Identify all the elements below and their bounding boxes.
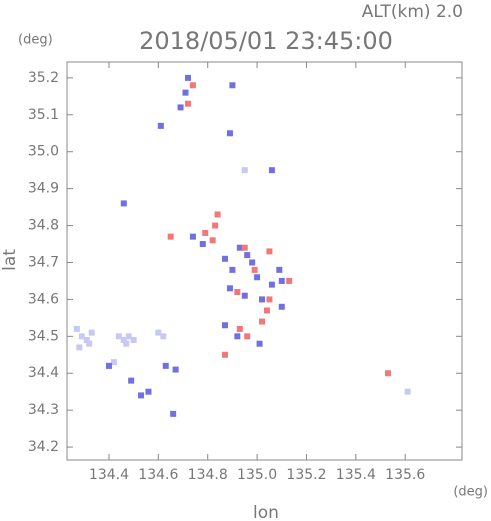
y-tick-label: 34.4 <box>28 365 59 381</box>
echo-point <box>251 266 258 273</box>
echo-point <box>130 337 137 344</box>
echo-point <box>145 388 152 395</box>
echo-point <box>86 340 93 347</box>
echo-point <box>76 344 83 351</box>
echo-point <box>115 333 122 340</box>
y-axis-label: lat <box>0 249 20 271</box>
y-tick-label: 35.0 <box>28 144 59 160</box>
echo-point <box>268 281 275 288</box>
x-tick-label: 134.8 <box>188 467 228 483</box>
echo-point <box>244 252 251 259</box>
echo-point <box>229 82 236 89</box>
echo-point <box>128 377 135 384</box>
echo-point <box>266 248 273 255</box>
y-tick-label: 34.3 <box>28 402 59 418</box>
echo-point <box>384 370 391 377</box>
echo-point <box>110 359 117 366</box>
echo-point <box>222 322 228 329</box>
x-unit: (deg) <box>453 485 488 500</box>
echo-point <box>162 362 169 369</box>
echo-point <box>241 292 248 299</box>
echo-point <box>138 392 145 399</box>
plot-frame <box>66 61 463 461</box>
echo-point <box>209 237 216 244</box>
y-tick-label: 34.5 <box>28 328 59 344</box>
echo-point <box>184 74 191 81</box>
y-unit: (deg) <box>18 33 53 48</box>
echo-point <box>160 333 167 340</box>
echo-point <box>105 362 112 369</box>
y-tick-label: 35.2 <box>28 70 59 86</box>
echo-point <box>222 255 228 262</box>
echo-point <box>226 285 233 292</box>
echo-point <box>88 329 95 336</box>
chart-subtitle: ALT(km) 2.0 <box>362 2 463 22</box>
y-tick-label: 35.1 <box>28 107 59 123</box>
echo-point <box>234 333 241 340</box>
echo-point <box>170 410 177 417</box>
echo-point <box>226 130 233 137</box>
echo-point <box>202 229 209 236</box>
echo-point <box>259 318 266 325</box>
echo-point <box>276 266 283 273</box>
echo-point <box>214 211 221 218</box>
echo-point <box>123 340 130 347</box>
echo-point <box>222 351 228 358</box>
echo-point <box>263 307 270 314</box>
echo-point <box>184 100 191 107</box>
x-tick-label: 134.4 <box>89 467 129 483</box>
echo-point <box>259 296 266 303</box>
echo-point <box>229 266 236 273</box>
x-tick-label: 135.0 <box>237 467 277 483</box>
echo-point <box>73 325 80 332</box>
echo-point <box>199 241 206 248</box>
chart-title: 2018/05/01 23:45:00 <box>139 27 393 55</box>
echo-point <box>189 233 196 240</box>
echo-point <box>256 340 263 347</box>
echo-point <box>120 200 127 207</box>
echo-point <box>241 167 248 174</box>
x-tick-label: 135.4 <box>336 467 376 483</box>
echo-point <box>236 325 243 332</box>
x-tick-label: 135.2 <box>286 467 326 483</box>
echo-point <box>278 303 285 310</box>
y-tick-label: 34.6 <box>28 291 59 307</box>
echo-point <box>278 277 285 284</box>
echo-point <box>177 104 184 111</box>
x-axis-label: lon <box>253 503 279 521</box>
y-tick-label: 34.9 <box>28 181 59 197</box>
echo-point <box>182 89 189 96</box>
echo-point <box>404 388 411 395</box>
echo-point <box>286 277 293 284</box>
echo-point <box>249 259 256 266</box>
x-tick-label: 134.6 <box>138 467 178 483</box>
echo-point <box>78 333 85 340</box>
echo-point <box>268 167 275 174</box>
echo-point <box>241 244 248 251</box>
echo-point <box>172 366 179 373</box>
echo-point <box>254 274 261 281</box>
echo-point <box>212 222 219 229</box>
echo-point <box>120 337 127 344</box>
echo-point <box>83 337 90 344</box>
echo-point <box>157 122 164 129</box>
y-tick-label: 34.8 <box>28 218 59 234</box>
echo-point <box>266 296 273 303</box>
echo-point <box>236 244 243 251</box>
x-tick-label: 135.6 <box>385 467 425 483</box>
y-tick-label: 34.2 <box>28 439 59 455</box>
echo-point <box>244 333 251 340</box>
echo-point <box>189 82 196 89</box>
echo-point <box>234 289 241 296</box>
echo-point <box>167 233 174 240</box>
echo-point <box>125 333 132 340</box>
echo-point <box>155 329 162 336</box>
y-tick-label: 34.7 <box>28 254 59 270</box>
